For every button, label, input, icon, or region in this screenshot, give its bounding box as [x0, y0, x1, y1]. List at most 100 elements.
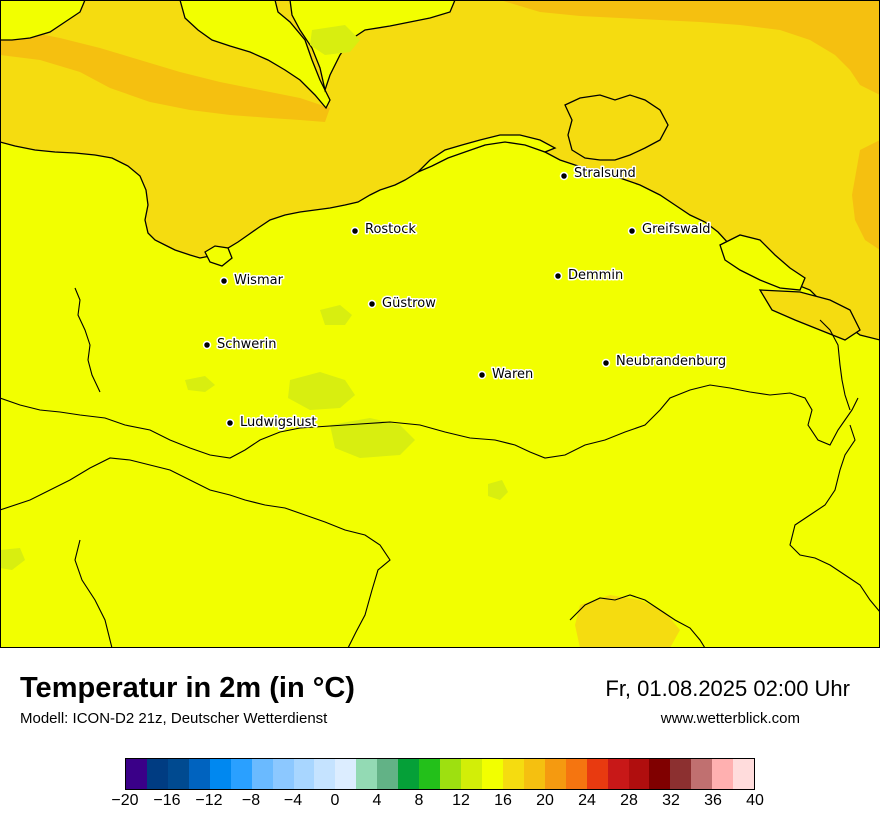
city-neubrandenburg[interactable]: Neubrandenburg: [601, 353, 728, 371]
warm-sea-band: [0, 28, 330, 122]
legend-swatch: [481, 759, 503, 789]
city-label: Wismar: [234, 273, 284, 288]
city-guestrow[interactable]: Güstrow: [367, 295, 438, 313]
legend-tick-label: 32: [662, 792, 680, 809]
temperature-map: Stralsund Rostock Greifswald Wismar Demm…: [0, 0, 880, 648]
legend-tick-label: 0: [330, 792, 340, 809]
cool-patch-1: [288, 372, 355, 410]
map-title: Temperatur in 2m (in °C): [20, 672, 355, 704]
city-stralsund[interactable]: Stralsund: [559, 165, 637, 183]
legend-swatch: [733, 759, 755, 789]
legend-swatch: [146, 759, 168, 789]
cool-patch-6: [0, 548, 25, 570]
legend-swatch: [565, 759, 587, 789]
danish-islands: [179, 0, 331, 110]
warm-area-southeast: [575, 595, 680, 648]
legend-swatch: [167, 759, 189, 789]
city-ludwigslust[interactable]: Ludwigslust: [225, 414, 318, 432]
legend-tick-label: 12: [452, 792, 470, 809]
legend-tick-label: 28: [620, 792, 638, 809]
legend-swatch: [251, 759, 273, 789]
legend-swatch: [356, 759, 378, 789]
city-label: Waren: [492, 367, 533, 382]
city-dot: [350, 226, 360, 236]
city-dot: [601, 358, 611, 368]
cool-patch-dk: [310, 25, 360, 55]
legend-swatch: [670, 759, 692, 789]
city-label: Demmin: [568, 268, 623, 283]
city-demmin[interactable]: Demmin: [553, 267, 625, 285]
city-dot: [219, 276, 229, 286]
city-waren[interactable]: Waren: [477, 366, 535, 384]
legend-swatch: [126, 759, 147, 789]
legend-swatch: [398, 759, 420, 789]
legend-tick-label: 20: [536, 792, 554, 809]
city-dot: [553, 271, 563, 281]
legend-tick-label: 36: [704, 792, 722, 809]
legend-swatch: [272, 759, 294, 789]
legend-swatch: [607, 759, 629, 789]
city-schwerin[interactable]: Schwerin: [202, 336, 278, 354]
legend-swatch: [419, 759, 441, 789]
legend-swatch: [544, 759, 566, 789]
legend-swatch: [461, 759, 482, 789]
city-label: Schwerin: [217, 337, 276, 352]
website-link[interactable]: www.wetterblick.com: [660, 710, 800, 727]
legend-tick-label: −8: [241, 792, 261, 809]
map-footer: Temperatur in 2m (in °C) Modell: ICON-D2…: [0, 648, 880, 830]
city-markers: Stralsund Rostock Greifswald Wismar Demm…: [202, 165, 728, 432]
legend-swatch: [188, 759, 210, 789]
city-label: Greifswald: [642, 222, 711, 237]
legend-tick-label: 16: [494, 792, 512, 809]
warm-sea-band-south: [852, 140, 880, 250]
city-greifswald[interactable]: Greifswald: [627, 221, 712, 239]
legend-swatch: [586, 759, 608, 789]
state-boundaries: [0, 287, 880, 648]
legend-swatch: [230, 759, 252, 789]
color-legend: −20 −16 −12 −8 −4 0 4 8 12 16 20 24 28 32 36 40: [111, 758, 764, 809]
szczecin-lagoon: [758, 289, 861, 341]
poel-island: [204, 245, 233, 267]
ruegen-island: [564, 94, 669, 161]
cool-patch-3: [320, 305, 352, 325]
usedom-island: [719, 234, 806, 291]
city-dot: [627, 226, 637, 236]
city-label: Ludwigslust: [240, 415, 317, 430]
city-dot: [559, 171, 569, 181]
warm-sea-band-east: [500, 0, 880, 95]
legend-tick-label: 40: [746, 792, 764, 809]
forecast-datetime: Fr, 01.08.2025 02:00 Uhr: [605, 676, 850, 701]
legend-swatch: [691, 759, 713, 789]
cool-patch-4: [185, 376, 215, 392]
city-rostock[interactable]: Rostock: [350, 221, 418, 239]
cool-patch-5: [488, 480, 508, 500]
legend-swatch: [502, 759, 524, 789]
legend-swatch: [209, 759, 231, 789]
city-dot: [477, 370, 487, 380]
city-label: Güstrow: [382, 296, 436, 311]
cool-patch-2: [330, 418, 415, 458]
danish-islands-c: [0, 0, 86, 41]
legend-swatch: [712, 759, 734, 789]
legend-tick-label: −4: [283, 792, 303, 809]
model-source: Modell: ICON-D2 21z, Deutscher Wetterdie…: [20, 710, 328, 727]
city-label: Neubrandenburg: [616, 354, 726, 369]
city-dot: [225, 418, 235, 428]
legend-swatch: [377, 759, 399, 789]
legend-swatch: [293, 759, 315, 789]
legend-color-bar: [125, 758, 755, 790]
city-dot: [367, 299, 377, 309]
darss-peninsula: [417, 134, 557, 173]
legend-tick-label: −12: [195, 792, 223, 809]
legend-swatch: [628, 759, 650, 789]
city-dot: [202, 340, 212, 350]
city-label: Rostock: [365, 222, 416, 237]
legend-tick-label: 24: [578, 792, 596, 809]
legend-swatch: [523, 759, 545, 789]
legend-tick-labels: −20 −16 −12 −8 −4 0 4 8 12 16 20 24 28 32 36 40: [111, 792, 763, 822]
legend-swatch: [335, 759, 357, 789]
city-wismar[interactable]: Wismar: [219, 272, 285, 290]
legend-swatch: [649, 759, 671, 789]
legend-swatch: [440, 759, 461, 789]
map-canvas: Stralsund Rostock Greifswald Wismar Demm…: [0, 0, 880, 648]
